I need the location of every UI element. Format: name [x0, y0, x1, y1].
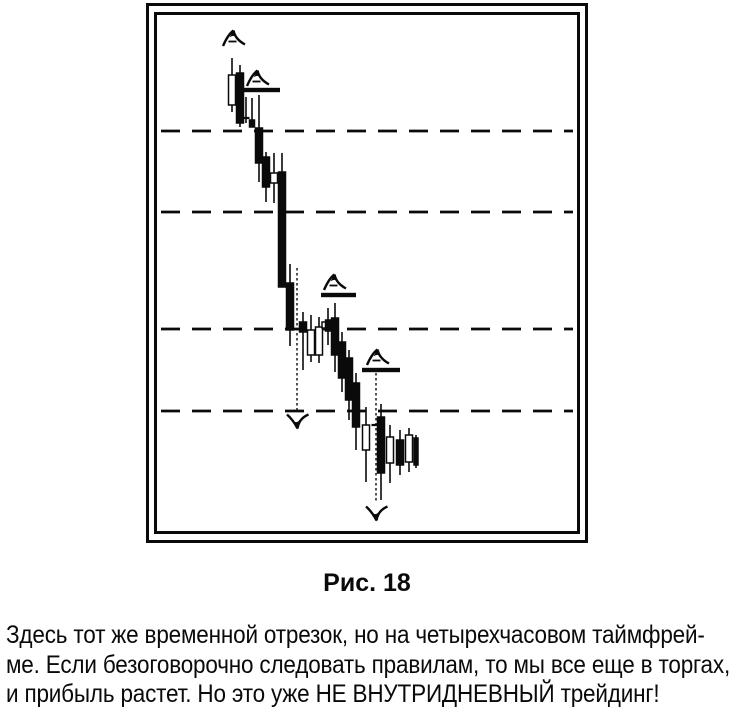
down-arrow-icon: [365, 505, 389, 522]
up-fractal-icon: [245, 69, 270, 87]
candle: [351, 373, 361, 450]
candle: [248, 98, 256, 128]
candle-body: [248, 119, 256, 128]
candle-body: [314, 326, 324, 356]
up-fractal-icon: [322, 273, 347, 291]
entry-level-line: [243, 87, 280, 93]
candle-body: [285, 282, 295, 331]
candle: [330, 303, 340, 372]
candle: [344, 350, 354, 420]
candle-body: [385, 436, 395, 464]
candle-body: [376, 416, 386, 474]
entry-level-line: [321, 292, 356, 298]
candle: [385, 425, 395, 483]
candle: [285, 264, 295, 346]
figure-caption: Рис. 18: [323, 569, 411, 597]
paragraph-line: и прибыль растет. Но это уже НЕ ВНУТРИДН…: [6, 680, 660, 708]
candle: [254, 95, 264, 182]
candle: [269, 153, 279, 203]
candle: [242, 97, 250, 123]
candle-body: [261, 156, 271, 188]
candle-body: [361, 424, 371, 451]
candle: [404, 428, 414, 472]
candle-body: [298, 321, 308, 333]
candle: [306, 315, 316, 362]
body-paragraph: Здесь тот же временной отрезок, но на че…: [6, 621, 730, 710]
candle: [227, 58, 237, 112]
candle: [235, 65, 245, 127]
candle: [324, 308, 332, 345]
entry-level-line: [362, 367, 400, 373]
candle: [314, 317, 324, 363]
candle-body: [337, 341, 347, 379]
candle-body: [404, 434, 414, 463]
candle-body: [227, 74, 237, 106]
frame-outer-border: [146, 3, 588, 543]
candle-body: [413, 437, 419, 466]
candle-body: [254, 127, 264, 164]
candle-body: [351, 382, 361, 428]
candle: [361, 407, 371, 482]
candle-body: [395, 439, 405, 466]
candle: [337, 332, 347, 392]
candle-body: [269, 172, 279, 184]
paragraph-line: ме. Если безоговорочно следовать правила…: [6, 650, 731, 679]
candle: [413, 435, 419, 468]
candle-body: [344, 357, 354, 401]
frame-inner-border: [154, 12, 580, 534]
candle: [376, 404, 386, 500]
paragraph-line: Здесь тот же временной отрезок, но на че…: [6, 621, 705, 649]
figure-chart: [146, 3, 588, 543]
candle-body: [235, 72, 245, 124]
candle-body: [306, 329, 316, 356]
down-arrow-icon: [286, 413, 310, 430]
candle: [395, 430, 405, 475]
candle: [298, 312, 308, 370]
up-fractal-icon: [365, 348, 390, 366]
candle-body: [330, 317, 340, 356]
candle: [277, 153, 287, 288]
up-fractal-icon: [221, 29, 246, 47]
candle: [261, 152, 271, 202]
candle-body: [324, 319, 332, 332]
candle-body: [277, 171, 287, 288]
